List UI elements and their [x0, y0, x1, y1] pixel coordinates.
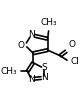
- Text: N: N: [41, 73, 48, 82]
- Text: N: N: [28, 75, 35, 84]
- Text: S: S: [42, 63, 47, 72]
- Text: O: O: [68, 40, 75, 50]
- Text: CH₃: CH₃: [1, 67, 17, 76]
- Text: Cl: Cl: [70, 57, 79, 66]
- Text: N: N: [28, 30, 35, 39]
- Text: O: O: [17, 41, 24, 50]
- Text: CH₃: CH₃: [41, 18, 57, 27]
